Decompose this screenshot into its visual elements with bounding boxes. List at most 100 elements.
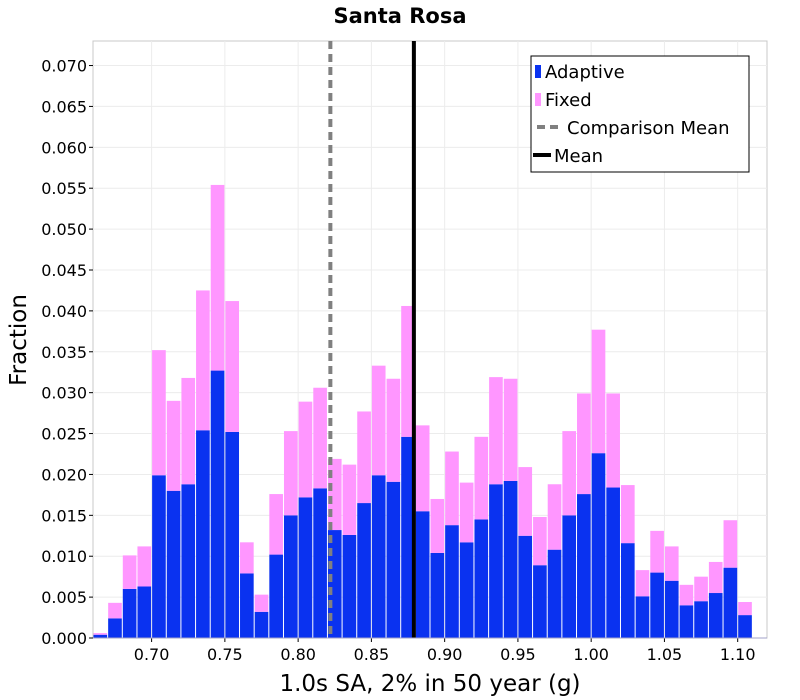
legend: Adaptive Fixed Comparison Mean Mean xyxy=(530,55,750,173)
bar-adaptive xyxy=(650,572,664,638)
bars xyxy=(93,184,752,638)
x-tick-label: 0.80 xyxy=(280,645,316,664)
bar-fixed xyxy=(313,387,327,489)
bar-adaptive xyxy=(679,605,694,638)
x-tick-label: 1.05 xyxy=(647,645,683,664)
bar-adaptive xyxy=(430,552,445,638)
bar-fixed xyxy=(430,498,445,553)
y-tick-label: 0.050 xyxy=(41,220,87,239)
bar-fixed xyxy=(664,546,679,581)
y-tick-label: 0.010 xyxy=(41,547,87,566)
bar-adaptive xyxy=(606,487,620,638)
bar-adaptive xyxy=(445,525,459,638)
bar-fixed xyxy=(489,377,503,485)
bar-fixed xyxy=(606,393,620,488)
bar-fixed xyxy=(708,561,723,594)
bar-fixed xyxy=(386,378,401,482)
bar-fixed xyxy=(93,633,108,635)
bar-adaptive xyxy=(518,535,533,638)
bar-adaptive xyxy=(269,554,283,638)
bar-fixed xyxy=(108,602,122,619)
bar-fixed xyxy=(122,555,137,589)
x-axis-label: 1.0s SA, 2% in 50 year (g) xyxy=(279,671,580,697)
bar-adaptive xyxy=(357,503,371,638)
bar-fixed xyxy=(694,576,708,602)
bar-adaptive xyxy=(459,542,474,638)
bar-fixed xyxy=(240,542,254,574)
x-tick-label: 0.95 xyxy=(500,645,536,664)
bar-adaptive xyxy=(415,511,430,638)
y-tick-label: 0.055 xyxy=(41,179,87,198)
y-tick-label: 0.045 xyxy=(41,261,87,280)
y-tick-label: 0.035 xyxy=(41,343,87,362)
y-tick-label: 0.070 xyxy=(41,57,87,76)
y-tick-label: 0.065 xyxy=(41,97,87,116)
y-tick-label: 0.060 xyxy=(41,138,87,157)
bar-fixed xyxy=(254,594,269,612)
bar-adaptive xyxy=(664,580,679,638)
bar-fixed xyxy=(152,350,166,476)
bar-adaptive xyxy=(738,615,752,638)
y-axis-ticks: 0.000 0.005 0.010 0.015 0.020 0.025 0.030 0.035… xyxy=(41,57,93,648)
bar-adaptive xyxy=(708,593,723,638)
bar-adaptive xyxy=(591,453,606,638)
bar-fixed xyxy=(591,329,606,454)
chart-title: Santa Rosa xyxy=(333,4,466,28)
bar-fixed xyxy=(210,184,225,371)
bar-fixed xyxy=(635,570,650,597)
bar-adaptive xyxy=(342,534,357,638)
bar-adaptive xyxy=(533,565,547,638)
x-tick-label: 1.00 xyxy=(573,645,609,664)
y-tick-label: 0.030 xyxy=(41,384,87,403)
bar-adaptive xyxy=(240,573,254,638)
y-tick-label: 0.040 xyxy=(41,302,87,321)
x-tick-label: 1.10 xyxy=(720,645,756,664)
bar-adaptive xyxy=(108,618,122,638)
bar-fixed xyxy=(357,411,371,504)
bar-fixed xyxy=(723,520,738,568)
bar-fixed xyxy=(269,494,283,555)
bar-fixed xyxy=(283,431,298,516)
bar-adaptive xyxy=(254,611,269,638)
bar-adaptive xyxy=(371,475,386,638)
bar-fixed xyxy=(415,425,430,512)
mean-lines xyxy=(328,41,416,638)
bar-fixed xyxy=(327,458,342,531)
bar-adaptive xyxy=(547,549,562,638)
legend-swatch-adaptive xyxy=(535,65,541,78)
bar-adaptive xyxy=(503,480,518,638)
legend-box xyxy=(530,55,750,173)
bar-adaptive xyxy=(694,601,708,638)
bar-fixed xyxy=(650,530,664,573)
y-tick-label: 0.000 xyxy=(41,629,87,648)
bar-fixed xyxy=(371,365,386,476)
bar-fixed xyxy=(181,377,196,485)
bar-adaptive xyxy=(210,370,225,638)
bar-adaptive xyxy=(723,567,738,638)
bar-adaptive xyxy=(577,494,591,638)
legend-label-fixed: Fixed xyxy=(545,90,592,111)
bar-fixed xyxy=(577,393,591,495)
bar-adaptive xyxy=(93,634,108,638)
bar-adaptive xyxy=(620,543,635,638)
bar-adaptive xyxy=(152,475,166,638)
bar-adaptive xyxy=(327,530,342,638)
bar-fixed xyxy=(298,401,313,498)
bar-adaptive xyxy=(386,481,401,638)
x-tick-label: 0.85 xyxy=(354,645,390,664)
bar-fixed xyxy=(445,451,459,526)
bar-fixed xyxy=(137,546,152,587)
bar-adaptive xyxy=(137,586,152,638)
bar-fixed xyxy=(533,516,547,566)
bar-fixed xyxy=(342,464,357,535)
bar-fixed xyxy=(166,400,181,491)
bar-adaptive xyxy=(313,488,327,638)
bar-fixed xyxy=(738,602,752,616)
y-tick-label: 0.025 xyxy=(41,425,87,444)
legend-swatch-fixed xyxy=(535,93,541,106)
bar-adaptive xyxy=(196,430,210,638)
bar-fixed xyxy=(518,467,533,536)
bar-fixed xyxy=(401,305,415,437)
bar-adaptive xyxy=(225,431,240,638)
